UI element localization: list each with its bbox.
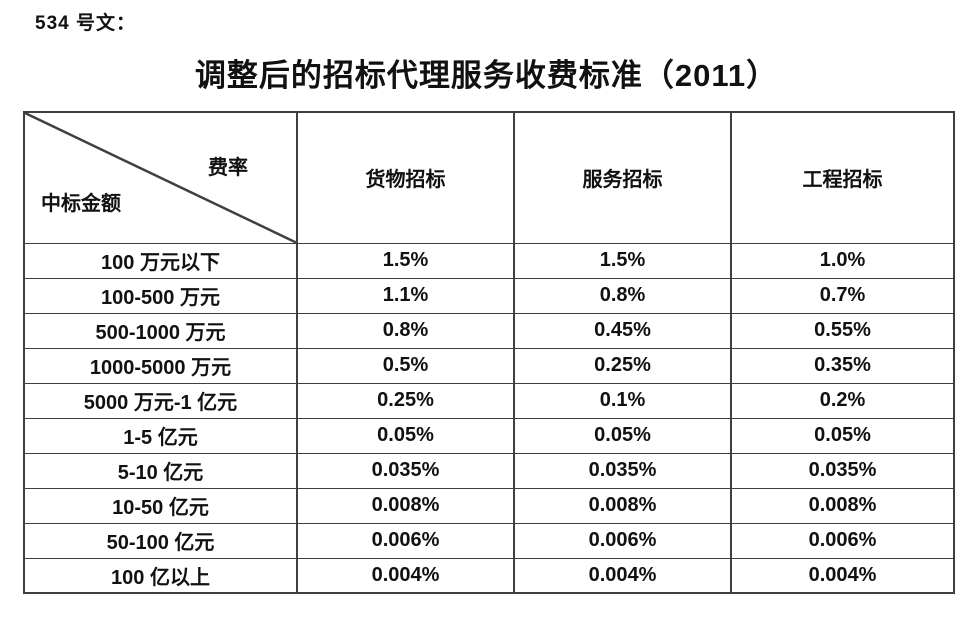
engineering-rate-cell: 0.7% bbox=[730, 277, 955, 314]
table-row: 100-500 万元 1.1% 0.8% 0.7% bbox=[23, 277, 955, 314]
amount-cell: 5-10 亿元 bbox=[23, 452, 298, 489]
table-row: 1000-5000 万元 0.5% 0.25% 0.35% bbox=[23, 347, 955, 384]
column-header-goods: 货物招标 bbox=[296, 111, 515, 244]
service-rate-cell: 0.008% bbox=[513, 487, 732, 524]
service-rate-cell: 0.035% bbox=[513, 452, 732, 489]
service-rate-cell: 0.004% bbox=[513, 557, 732, 594]
table-row: 100 万元以下 1.5% 1.5% 1.0% bbox=[23, 242, 955, 279]
goods-rate-cell: 1.1% bbox=[296, 277, 515, 314]
service-rate-cell: 0.45% bbox=[513, 312, 732, 349]
service-rate-cell: 0.25% bbox=[513, 347, 732, 384]
goods-rate-cell: 1.5% bbox=[296, 242, 515, 279]
amount-cell: 5000 万元-1 亿元 bbox=[23, 382, 298, 419]
engineering-rate-cell: 0.35% bbox=[730, 347, 955, 384]
amount-cell: 1-5 亿元 bbox=[23, 417, 298, 454]
doc-number-label: 534 号文： bbox=[35, 13, 136, 34]
service-rate-cell: 0.1% bbox=[513, 382, 732, 419]
table-row: 500-1000 万元 0.8% 0.45% 0.55% bbox=[23, 312, 955, 349]
diagonal-corner-cell: 费率 中标金额 bbox=[23, 111, 298, 244]
goods-rate-cell: 0.006% bbox=[296, 522, 515, 559]
amount-cell: 100 万元以下 bbox=[23, 242, 298, 279]
engineering-rate-cell: 0.035% bbox=[730, 452, 955, 489]
goods-rate-cell: 0.8% bbox=[296, 312, 515, 349]
column-header-service: 服务招标 bbox=[513, 111, 732, 244]
corner-label-rate: 费率 bbox=[208, 157, 248, 179]
engineering-rate-cell: 0.05% bbox=[730, 417, 955, 454]
corner-label-amount: 中标金额 bbox=[41, 193, 121, 215]
column-header-engineering: 工程招标 bbox=[730, 111, 955, 244]
diagonal-line bbox=[25, 113, 296, 243]
page-title: 调整后的招标代理服务收费标准（2011） bbox=[194, 58, 779, 93]
engineering-rate-cell: 0.006% bbox=[730, 522, 955, 559]
table-row: 1-5 亿元 0.05% 0.05% 0.05% bbox=[23, 417, 955, 454]
goods-rate-cell: 0.004% bbox=[296, 557, 515, 594]
goods-rate-cell: 0.05% bbox=[296, 417, 515, 454]
goods-rate-cell: 0.008% bbox=[296, 487, 515, 524]
amount-cell: 100-500 万元 bbox=[23, 277, 298, 314]
amount-cell: 10-50 亿元 bbox=[23, 487, 298, 524]
fee-rate-table: 费率 中标金额 货物招标 服务招标 工程招标 100 万元以下 1.5% 1.5… bbox=[23, 111, 955, 594]
table-row: 100 亿以上 0.004% 0.004% 0.004% bbox=[23, 557, 955, 594]
table-header-row: 费率 中标金额 货物招标 服务招标 工程招标 bbox=[23, 111, 955, 244]
service-rate-cell: 1.5% bbox=[513, 242, 732, 279]
amount-cell: 500-1000 万元 bbox=[23, 312, 298, 349]
engineering-rate-cell: 0.008% bbox=[730, 487, 955, 524]
goods-rate-cell: 0.035% bbox=[296, 452, 515, 489]
service-rate-cell: 0.05% bbox=[513, 417, 732, 454]
goods-rate-cell: 0.25% bbox=[296, 382, 515, 419]
goods-rate-cell: 0.5% bbox=[296, 347, 515, 384]
amount-cell: 1000-5000 万元 bbox=[23, 347, 298, 384]
service-rate-cell: 0.006% bbox=[513, 522, 732, 559]
engineering-rate-cell: 1.0% bbox=[730, 242, 955, 279]
amount-cell: 100 亿以上 bbox=[23, 557, 298, 594]
table-row: 5000 万元-1 亿元 0.25% 0.1% 0.2% bbox=[23, 382, 955, 419]
table-row: 5-10 亿元 0.035% 0.035% 0.035% bbox=[23, 452, 955, 489]
amount-cell: 50-100 亿元 bbox=[23, 522, 298, 559]
service-rate-cell: 0.8% bbox=[513, 277, 732, 314]
engineering-rate-cell: 0.2% bbox=[730, 382, 955, 419]
table-row: 10-50 亿元 0.008% 0.008% 0.008% bbox=[23, 487, 955, 524]
engineering-rate-cell: 0.55% bbox=[730, 312, 955, 349]
engineering-rate-cell: 0.004% bbox=[730, 557, 955, 594]
table-row: 50-100 亿元 0.006% 0.006% 0.006% bbox=[23, 522, 955, 559]
